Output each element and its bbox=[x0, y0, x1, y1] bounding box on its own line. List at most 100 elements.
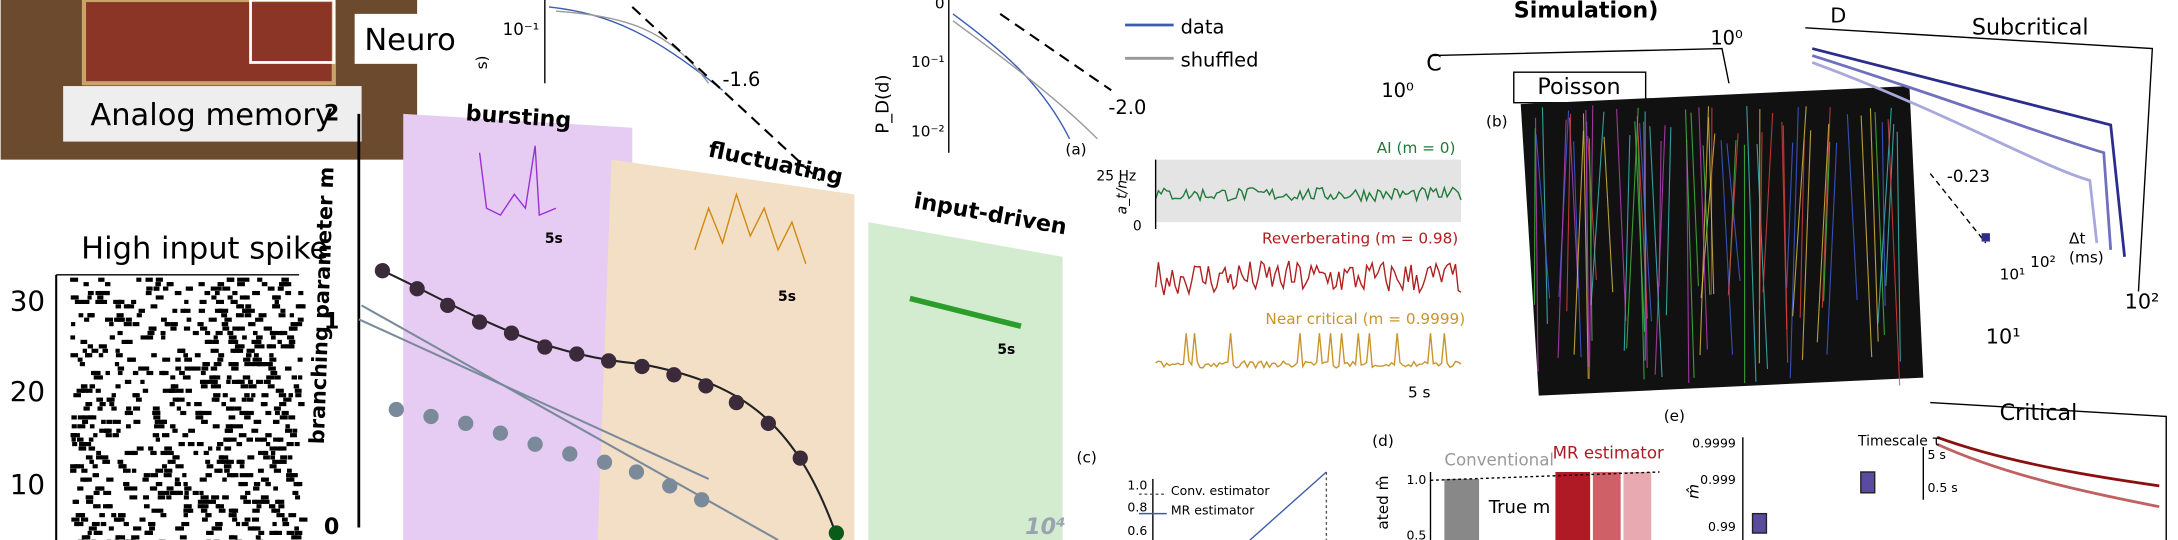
spike bbox=[93, 375, 100, 380]
spike bbox=[268, 344, 276, 349]
spike bbox=[239, 410, 248, 416]
spike bbox=[201, 366, 209, 371]
panel-label: D bbox=[1830, 4, 1846, 28]
spike bbox=[197, 504, 203, 509]
branching-panel bbox=[357, 113, 1063, 540]
spike bbox=[114, 362, 120, 367]
spike bbox=[162, 433, 170, 438]
spike bbox=[246, 410, 254, 416]
spike bbox=[147, 330, 155, 336]
panel-label: (e) bbox=[1664, 407, 1685, 425]
box-label: Poisson bbox=[1537, 74, 1620, 100]
dot bbox=[503, 325, 520, 341]
spike bbox=[218, 508, 226, 513]
tick-label: 1 bbox=[324, 309, 339, 335]
spike bbox=[201, 419, 208, 424]
spike bbox=[206, 339, 212, 344]
tick-label: 0.5 s bbox=[1927, 480, 1957, 495]
dot bbox=[628, 464, 645, 480]
spike bbox=[217, 357, 224, 362]
spike bbox=[256, 362, 264, 367]
spike bbox=[271, 335, 276, 340]
neurite bbox=[1874, 112, 1885, 335]
spike bbox=[88, 446, 96, 451]
spike bbox=[169, 388, 176, 393]
neurite bbox=[1603, 136, 1614, 293]
spike bbox=[74, 464, 80, 469]
spike bbox=[113, 299, 122, 305]
spike bbox=[244, 415, 251, 420]
bar bbox=[1555, 471, 1591, 540]
spike bbox=[163, 473, 172, 478]
spike bbox=[100, 299, 108, 305]
dot bbox=[662, 478, 678, 494]
neurite bbox=[1762, 112, 1774, 293]
estimator-panel bbox=[1138, 471, 1328, 540]
spike bbox=[70, 353, 79, 358]
slope-line bbox=[631, 6, 821, 182]
spike bbox=[200, 384, 208, 389]
panel-label: (c) bbox=[1077, 449, 1097, 467]
spike bbox=[231, 379, 241, 384]
spike bbox=[145, 277, 153, 282]
spike bbox=[140, 379, 145, 384]
spike bbox=[200, 326, 208, 331]
spike bbox=[206, 530, 214, 536]
box bbox=[1751, 512, 1768, 534]
neurite bbox=[1636, 116, 1648, 319]
spike bbox=[281, 410, 289, 416]
spike bbox=[85, 495, 94, 500]
spike bbox=[105, 433, 112, 438]
neurite bbox=[1727, 133, 1739, 296]
spike bbox=[113, 517, 120, 522]
spike bbox=[222, 286, 231, 291]
slope-line bbox=[1929, 173, 1987, 244]
spike bbox=[266, 481, 271, 487]
spike bbox=[79, 513, 86, 518]
spike bbox=[238, 433, 247, 438]
neurite bbox=[1665, 127, 1672, 316]
spike bbox=[240, 495, 248, 500]
spike bbox=[251, 517, 260, 522]
panel-title: Subcritical bbox=[1972, 14, 2089, 40]
spike bbox=[206, 464, 214, 469]
spike bbox=[87, 295, 92, 300]
spike bbox=[236, 348, 244, 353]
spike bbox=[205, 513, 210, 518]
tick-label: 10⁻² bbox=[911, 122, 945, 140]
spike bbox=[213, 362, 222, 367]
spike bbox=[88, 437, 94, 442]
spike bbox=[195, 415, 204, 420]
spike bbox=[199, 379, 206, 384]
spike bbox=[82, 419, 89, 424]
spike bbox=[215, 330, 223, 336]
spike bbox=[261, 282, 268, 287]
spike bbox=[76, 388, 85, 393]
spike bbox=[204, 499, 211, 504]
spike bbox=[81, 468, 88, 473]
spike bbox=[215, 521, 223, 527]
spike bbox=[160, 450, 168, 456]
spike bbox=[237, 277, 244, 282]
spike bbox=[246, 473, 254, 478]
spike bbox=[273, 437, 281, 442]
spike bbox=[148, 446, 154, 451]
spike bbox=[182, 375, 191, 380]
spike bbox=[86, 499, 94, 504]
spike bbox=[288, 513, 297, 518]
neurite bbox=[1658, 140, 1662, 287]
spike bbox=[82, 299, 90, 305]
spike bbox=[117, 299, 125, 305]
spike bbox=[228, 335, 237, 340]
spike bbox=[252, 508, 260, 513]
spike bbox=[161, 464, 167, 469]
spike bbox=[102, 459, 111, 464]
spike bbox=[115, 535, 121, 540]
spike bbox=[160, 513, 167, 518]
spike bbox=[286, 473, 294, 478]
spike bbox=[221, 308, 229, 313]
spike bbox=[258, 530, 265, 536]
spike bbox=[136, 446, 144, 451]
spike bbox=[79, 362, 85, 367]
spike bbox=[117, 517, 125, 522]
